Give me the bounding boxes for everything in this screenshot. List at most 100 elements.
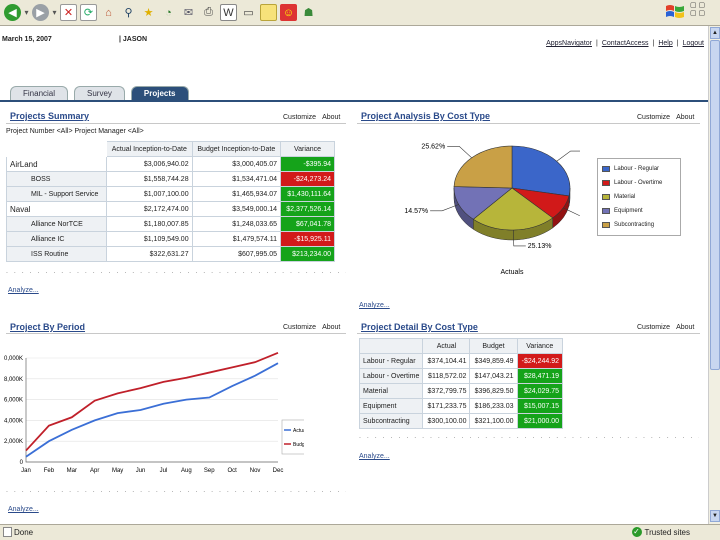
- budget-cell: $1,248,033.65: [191, 216, 282, 232]
- analyze-link[interactable]: Analyze...: [359, 453, 390, 460]
- table-row: Labour - Overtime $118,572.02 $147,043.21 $…: [358, 368, 564, 384]
- actual-cell: $372,799.75: [422, 383, 471, 399]
- edit-icon[interactable]: W: [220, 4, 237, 21]
- budget-cell: $349,859.49: [469, 353, 518, 369]
- analyze-link[interactable]: Analyze...: [359, 302, 390, 309]
- analyze-link[interactable]: Analyze...: [8, 287, 39, 294]
- report-date: March 15, 2007: [2, 36, 52, 43]
- customize-link[interactable]: Customize: [637, 114, 671, 121]
- window-controls[interactable]: ▢ ▢ ▢ ▢: [690, 2, 706, 17]
- favorites-icon[interactable]: ★: [143, 7, 154, 19]
- actual-cell: $322,631.27: [106, 246, 193, 262]
- pie-leader-line: [556, 150, 580, 162]
- users-icon[interactable]: ☗: [303, 7, 314, 19]
- refresh-icon[interactable]: ⟳: [80, 4, 97, 21]
- project-name-cell[interactable]: ISS Routine: [6, 246, 107, 262]
- home-icon[interactable]: ⌂: [105, 6, 112, 19]
- customize-link[interactable]: Customize: [637, 324, 671, 331]
- print-icon[interactable]: ⎙: [204, 6, 213, 18]
- table-header-cell: Actual Inception-to-Date: [106, 141, 193, 157]
- pie-value-label: 25.13%: [528, 243, 552, 250]
- actual-cell: $1,558,744.28: [106, 171, 193, 187]
- table-header-cell: Actual: [422, 338, 471, 354]
- analyze-link[interactable]: Analyze...: [8, 506, 39, 513]
- actual-cell: $300,100.00: [422, 413, 471, 429]
- tab-survey[interactable]: Survey: [74, 86, 125, 100]
- table-row: Subcontracting $300,100.00 $321,100.00 $21,…: [358, 413, 564, 429]
- series-line-actual[interactable]: [25, 362, 279, 458]
- legend-label: Subcontracting: [614, 222, 655, 228]
- back-icon[interactable]: ◀: [4, 4, 21, 21]
- table-row: MIL - Support Service $1,007,100.00 $1,465…: [6, 186, 335, 202]
- customize-link[interactable]: Customize: [283, 324, 317, 331]
- search-icon[interactable]: ⚲: [124, 7, 133, 19]
- project-name-cell[interactable]: Alliance NorTCE: [6, 216, 107, 232]
- dotted-separator: . . . . . . . . . . . . . . . . . . . . …: [359, 433, 699, 440]
- y-tick-label: 2,000K: [4, 439, 23, 445]
- about-link[interactable]: About: [676, 114, 695, 121]
- variance-cell: -$15,925.11: [280, 231, 335, 247]
- budget-cell: $607,995.05: [191, 246, 282, 262]
- history-icon[interactable]: ◔: [165, 6, 172, 19]
- scroll-down-icon[interactable]: ▼: [710, 510, 720, 522]
- legend-label: Material: [614, 194, 636, 200]
- x-tick-label: Nov: [250, 468, 261, 474]
- discuss-icon[interactable]: ▭: [243, 7, 254, 19]
- project-name-cell[interactable]: Alliance IC: [6, 231, 107, 247]
- table-row: Material $372,799.75 $396,829.50 $24,029.75: [358, 383, 564, 399]
- page-icon: [3, 527, 12, 537]
- variance-cell: $24,029.75: [516, 383, 564, 399]
- zone-label: Trusted sites: [644, 527, 691, 537]
- legend-label: Labour - Regular: [614, 166, 660, 172]
- project-name-cell[interactable]: MIL - Support Service: [6, 186, 107, 202]
- table-row: Labour - Regular $374,104.41 $349,859.49 -$…: [358, 353, 564, 369]
- actual-cell: $118,572.02: [422, 368, 471, 384]
- mail-icon[interactable]: ✉: [183, 7, 194, 19]
- notes-icon[interactable]: [260, 4, 277, 21]
- about-link[interactable]: About: [676, 324, 695, 331]
- series-line-budget[interactable]: [25, 351, 279, 452]
- project-detail-title[interactable]: Project Detail By Cost Type: [361, 322, 478, 332]
- cost-type-cell: Labour - Regular: [358, 353, 424, 369]
- messenger-icon[interactable]: ☺: [280, 4, 297, 21]
- contact-access-link[interactable]: ContactAccess: [601, 40, 649, 47]
- x-tick-label: Jul: [160, 468, 168, 474]
- y-tick-label: 0: [20, 460, 24, 466]
- back-dropdown-icon[interactable]: ▾: [24, 8, 29, 17]
- tab-projects[interactable]: Projects: [130, 86, 189, 100]
- detail-links: Customize About: [637, 324, 694, 331]
- project-name-cell[interactable]: BOSS: [6, 171, 107, 187]
- cost-type-analysis-title[interactable]: Project Analysis By Cost Type: [361, 111, 491, 121]
- actual-cell: $1,007,100.00: [106, 186, 193, 202]
- budget-cell: $3,549,000.14: [191, 201, 282, 217]
- stop-icon[interactable]: ✕: [60, 4, 77, 21]
- budget-cell: $396,829.50: [469, 383, 518, 399]
- customize-link[interactable]: Customize: [283, 114, 317, 121]
- tab-underline: [0, 100, 708, 102]
- scroll-thumb[interactable]: [710, 40, 720, 370]
- tab-financial[interactable]: Financial: [10, 86, 69, 100]
- filter-text: Project Number <All> Project Manager <Al…: [6, 128, 144, 135]
- project-name-cell[interactable]: AirLand: [6, 156, 107, 172]
- scroll-up-icon[interactable]: ▲: [710, 27, 720, 39]
- vertical-scrollbar[interactable]: ▲ ▼: [708, 26, 720, 524]
- pie-slice[interactable]: [453, 145, 513, 189]
- help-link[interactable]: Help: [658, 40, 673, 47]
- variance-cell: $213,234.00: [280, 246, 335, 262]
- project-by-period-title[interactable]: Project By Period: [10, 322, 86, 332]
- x-tick-label: Mar: [67, 468, 77, 474]
- about-link[interactable]: About: [322, 114, 341, 121]
- logout-link[interactable]: Logout: [682, 40, 704, 47]
- legend-label: Equipment: [614, 208, 643, 214]
- forward-dropdown-icon[interactable]: ▾: [52, 8, 57, 17]
- pie-slice[interactable]: [511, 145, 571, 197]
- forward-icon[interactable]: ▶: [32, 4, 49, 21]
- apps-navigator-link[interactable]: AppsNavigator: [546, 40, 592, 47]
- about-link[interactable]: About: [322, 324, 341, 331]
- project-name-cell[interactable]: Naval: [6, 201, 107, 217]
- legend-item: Material: [602, 190, 676, 204]
- chart-axes: [25, 358, 278, 463]
- projects-summary-title[interactable]: Projects Summary: [10, 111, 90, 121]
- x-tick-label: May: [112, 468, 123, 474]
- legend-item: Subcontracting: [602, 218, 676, 232]
